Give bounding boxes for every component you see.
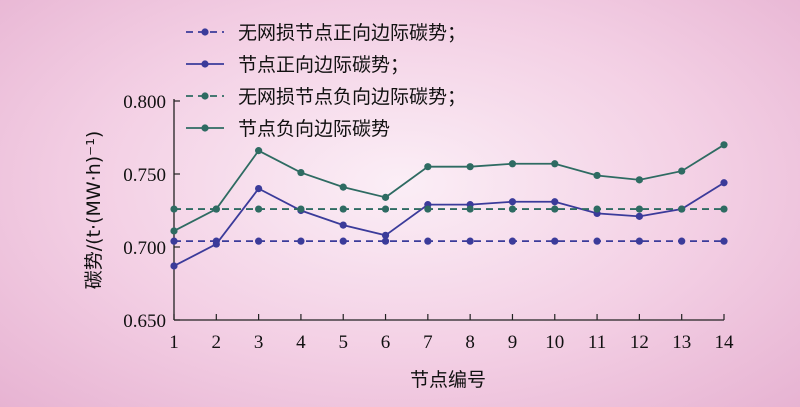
data-point	[381, 237, 390, 245]
data-point	[508, 205, 517, 213]
x-tick-label: 9	[508, 332, 518, 353]
series-line	[173, 144, 725, 232]
legend-swatch-marker	[201, 28, 209, 36]
series-2	[170, 179, 728, 270]
series-3	[170, 205, 728, 213]
data-point	[170, 262, 178, 270]
data-point	[593, 237, 601, 245]
x-tick-label: 5	[338, 332, 348, 353]
data-point	[720, 237, 728, 245]
data-point	[381, 193, 390, 201]
data-point	[466, 205, 474, 213]
data-point	[593, 171, 601, 180]
data-point	[297, 237, 305, 245]
data-point	[381, 231, 390, 239]
data-point	[508, 237, 517, 245]
data-point	[635, 237, 643, 245]
data-point	[170, 227, 178, 235]
data-point	[212, 205, 220, 213]
y-tick-label: 0.700	[123, 238, 166, 259]
data-point	[720, 179, 728, 187]
data-point	[720, 205, 728, 213]
x-tick-label: 10	[545, 332, 564, 353]
x-tick-label: 7	[423, 332, 433, 353]
x-tick-label: 11	[588, 332, 606, 353]
data-point	[635, 212, 643, 220]
x-tick-label: 4	[296, 332, 306, 353]
data-point	[551, 205, 559, 213]
legend-swatch-marker	[201, 60, 209, 68]
series-4	[170, 141, 728, 235]
series-layer	[170, 141, 728, 270]
data-point	[297, 205, 305, 213]
x-tick-label: 14	[715, 332, 735, 353]
data-point	[551, 237, 559, 245]
data-point	[255, 205, 263, 213]
data-point	[255, 147, 263, 155]
x-tick-label: 13	[672, 332, 691, 353]
x-tick-label: 2	[212, 332, 222, 353]
legend-label: 节点正向边际碳势；	[238, 54, 409, 76]
legend-swatch-marker	[201, 124, 209, 132]
data-point	[424, 237, 432, 245]
data-point	[170, 205, 178, 213]
data-point	[466, 163, 474, 171]
legend-item: 节点正向边际碳势；	[186, 54, 409, 76]
data-point	[424, 163, 432, 171]
legend-item: 无网损节点正向边际碳势；	[186, 22, 466, 44]
legend-label: 无网损节点正向边际碳势；	[238, 22, 466, 44]
data-point	[720, 141, 728, 149]
x-tick-label: 8	[465, 332, 475, 353]
data-point	[551, 160, 559, 168]
data-point	[255, 185, 263, 193]
legend: 无网损节点正向边际碳势； 节点正向边际碳势； 无网损节点负向边际碳势； 节点负向边际碳…	[186, 22, 466, 140]
legend-item: 无网损节点负向边际碳势；	[186, 86, 466, 108]
y-tick-label: 0.750	[123, 165, 166, 186]
data-point	[678, 237, 686, 245]
x-tick-label: 1	[169, 332, 179, 353]
data-point	[635, 205, 643, 213]
data-point	[508, 160, 517, 168]
legend-swatch-marker	[201, 92, 209, 100]
data-point	[678, 167, 686, 175]
data-point	[255, 237, 263, 245]
data-point	[508, 198, 517, 206]
data-point	[212, 240, 220, 248]
data-point	[678, 205, 686, 213]
data-point	[424, 205, 432, 213]
data-point	[381, 205, 390, 213]
x-axis-title: 节点编号	[410, 369, 486, 391]
legend-item: 节点负向边际碳势	[186, 118, 390, 140]
data-point	[635, 176, 643, 184]
series-line	[173, 181, 725, 267]
data-point	[466, 237, 474, 245]
data-point	[297, 168, 305, 177]
x-tick-label: 6	[381, 332, 391, 353]
data-point	[339, 205, 347, 213]
y-axis-title: 碳势/(t·(MW·h)⁻¹)	[83, 131, 105, 289]
data-point	[339, 237, 347, 245]
x-tick-label: 3	[254, 332, 264, 353]
data-point	[339, 183, 347, 191]
data-point	[593, 205, 601, 213]
data-point	[170, 237, 178, 245]
y-tick-label: 0.650	[123, 311, 166, 332]
y-tick-label: 0.800	[123, 92, 166, 113]
legend-label: 无网损节点负向边际碳势；	[238, 86, 466, 108]
x-tick-label: 12	[630, 332, 649, 353]
series-1	[170, 237, 728, 245]
legend-label: 节点负向边际碳势	[238, 118, 390, 140]
data-point	[339, 221, 347, 229]
data-point	[551, 198, 559, 206]
